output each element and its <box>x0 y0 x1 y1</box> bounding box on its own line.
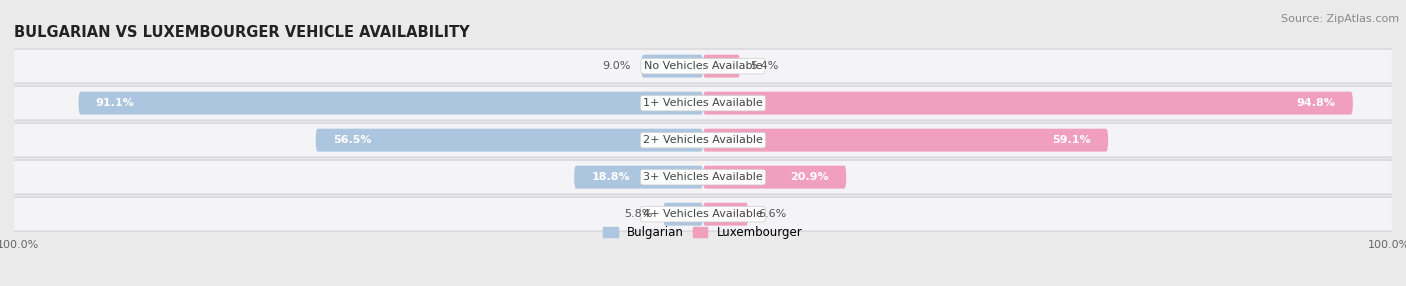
FancyBboxPatch shape <box>703 92 1353 115</box>
Text: 94.8%: 94.8% <box>1296 98 1336 108</box>
FancyBboxPatch shape <box>14 87 1392 120</box>
Text: 6.6%: 6.6% <box>758 209 787 219</box>
FancyBboxPatch shape <box>703 166 846 189</box>
FancyBboxPatch shape <box>14 48 1392 84</box>
Text: 4+ Vehicles Available: 4+ Vehicles Available <box>643 209 763 219</box>
FancyBboxPatch shape <box>316 129 703 152</box>
Text: 3+ Vehicles Available: 3+ Vehicles Available <box>643 172 763 182</box>
Text: 59.1%: 59.1% <box>1052 135 1091 145</box>
Text: 2+ Vehicles Available: 2+ Vehicles Available <box>643 135 763 145</box>
FancyBboxPatch shape <box>14 198 1392 231</box>
FancyBboxPatch shape <box>664 203 703 226</box>
FancyBboxPatch shape <box>14 159 1392 195</box>
FancyBboxPatch shape <box>14 161 1392 193</box>
FancyBboxPatch shape <box>641 55 703 78</box>
Text: 18.8%: 18.8% <box>592 172 630 182</box>
FancyBboxPatch shape <box>703 55 740 78</box>
FancyBboxPatch shape <box>14 122 1392 158</box>
Text: Source: ZipAtlas.com: Source: ZipAtlas.com <box>1281 14 1399 24</box>
Text: 9.0%: 9.0% <box>603 61 631 71</box>
Text: 56.5%: 56.5% <box>333 135 371 145</box>
Text: 20.9%: 20.9% <box>790 172 830 182</box>
FancyBboxPatch shape <box>14 124 1392 156</box>
Text: 5.4%: 5.4% <box>751 61 779 71</box>
Text: 1+ Vehicles Available: 1+ Vehicles Available <box>643 98 763 108</box>
FancyBboxPatch shape <box>14 196 1392 232</box>
FancyBboxPatch shape <box>79 92 703 115</box>
Text: 91.1%: 91.1% <box>96 98 135 108</box>
Text: No Vehicles Available: No Vehicles Available <box>644 61 762 71</box>
FancyBboxPatch shape <box>14 50 1392 82</box>
FancyBboxPatch shape <box>14 85 1392 121</box>
FancyBboxPatch shape <box>703 203 748 226</box>
Text: BULGARIAN VS LUXEMBOURGER VEHICLE AVAILABILITY: BULGARIAN VS LUXEMBOURGER VEHICLE AVAILA… <box>14 25 470 40</box>
FancyBboxPatch shape <box>574 166 703 189</box>
Text: 5.8%: 5.8% <box>624 209 652 219</box>
Legend: Bulgarian, Luxembourger: Bulgarian, Luxembourger <box>599 221 807 244</box>
FancyBboxPatch shape <box>703 129 1108 152</box>
